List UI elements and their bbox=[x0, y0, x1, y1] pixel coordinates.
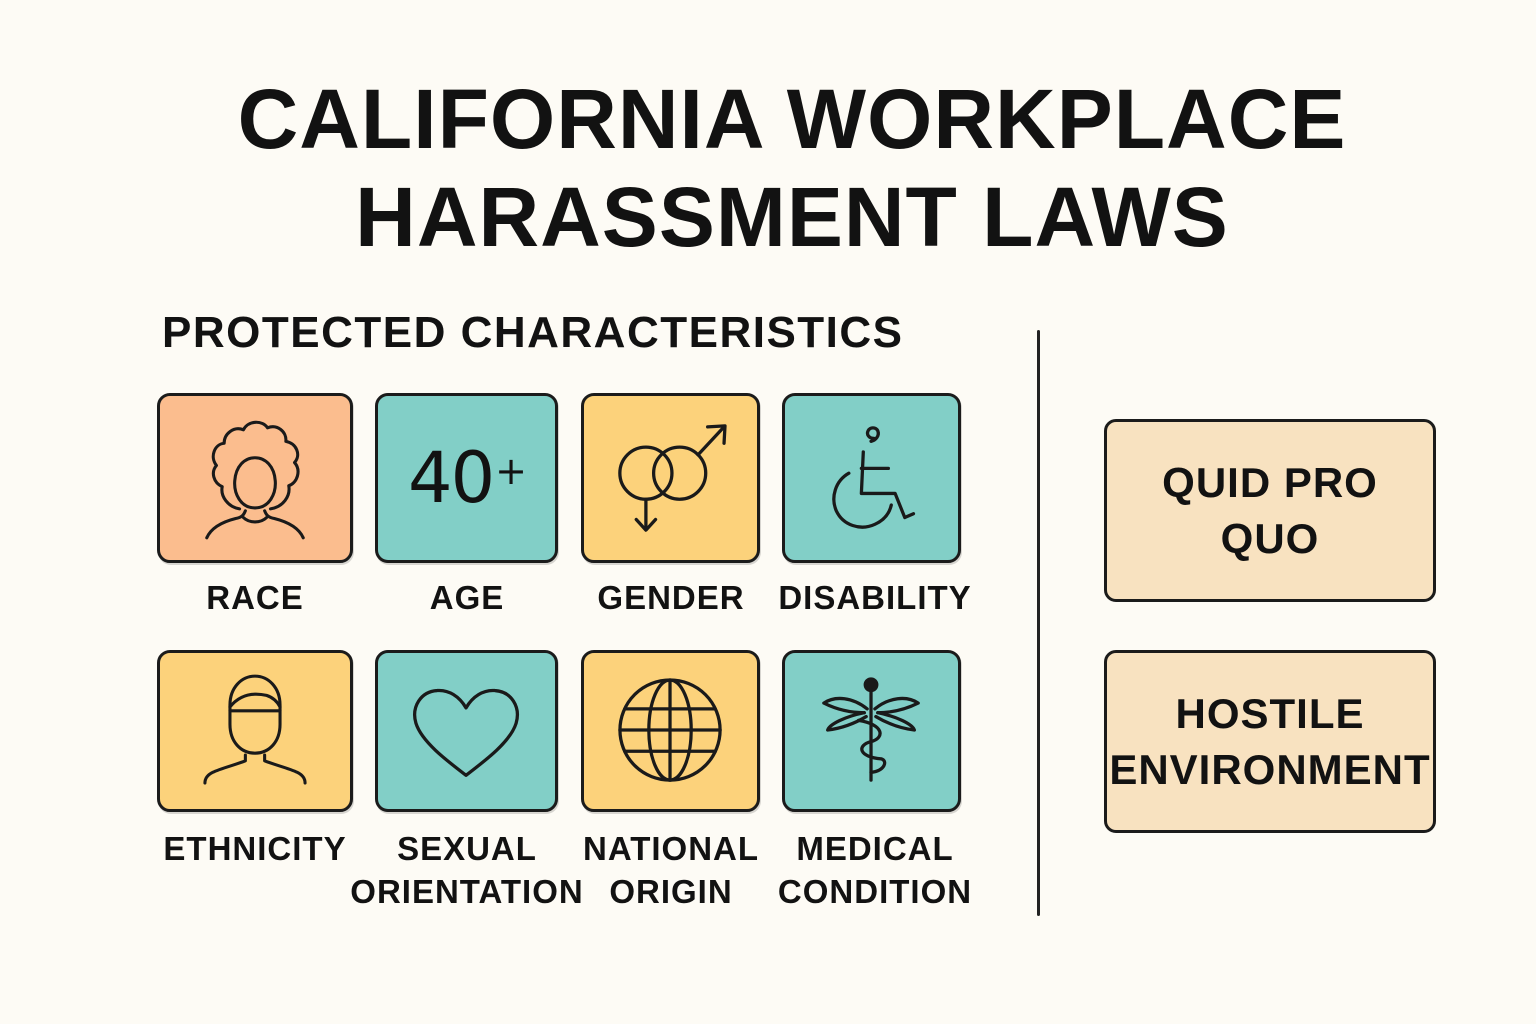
medical-condition-label-line-1: MEDICAL bbox=[796, 830, 954, 867]
age-label: AGE bbox=[342, 576, 592, 619]
protected-characteristics-heading: PROTECTED CHARACTERISTICS bbox=[162, 308, 904, 357]
globe-icon bbox=[618, 678, 722, 782]
ethnicity-label-text: ETHNICITY bbox=[163, 830, 347, 867]
medical-condition-tile bbox=[782, 650, 961, 812]
national-origin-label-line-2: ORIGIN bbox=[609, 873, 733, 910]
age-tile: 40+ bbox=[375, 393, 558, 563]
quid-pro-quo-box: QUID PRO QUO bbox=[1104, 419, 1436, 602]
age-label-text: AGE bbox=[429, 579, 505, 616]
race-label: RACE bbox=[130, 576, 380, 619]
disability-label-text: DISABILITY bbox=[778, 579, 972, 616]
gender-tile bbox=[581, 393, 760, 563]
hostile-environment-box: HOSTILE ENVIRONMENT bbox=[1104, 650, 1436, 833]
person-icon bbox=[203, 674, 307, 785]
national-origin-tile bbox=[581, 650, 760, 812]
gender-symbols-icon bbox=[618, 424, 727, 532]
gender-label-text: GENDER bbox=[597, 579, 745, 616]
wheelchair-icon bbox=[832, 426, 916, 529]
age-40-plus-icon: 40+ bbox=[378, 437, 555, 519]
title-line-1: CALIFORNIA WORKPLACE bbox=[237, 72, 1347, 166]
caduceus-icon bbox=[822, 677, 920, 782]
national-origin-label-line-1: NATIONAL bbox=[582, 830, 760, 867]
quid-pro-quo-line-2: QUO bbox=[1220, 514, 1320, 562]
sexual-orientation-tile bbox=[375, 650, 558, 812]
race-tile bbox=[157, 393, 353, 563]
race-label-text: RACE bbox=[206, 579, 304, 616]
ethnicity-label: ETHNICITY bbox=[130, 827, 380, 870]
age-plus-sign: + bbox=[495, 449, 527, 493]
heart-icon bbox=[413, 688, 519, 777]
ethnicity-tile bbox=[157, 650, 353, 812]
page-title: CALIFORNIA WORKPLACE HARASSMENT LAWS bbox=[0, 70, 1536, 266]
hostile-environment-line-2: ENVIRONMENT bbox=[1109, 745, 1431, 793]
gender-label: GENDER bbox=[546, 576, 796, 619]
hostile-environment-text: HOSTILE ENVIRONMENT bbox=[1109, 686, 1430, 798]
sexual-orientation-label-line-2: ORIENTATION bbox=[350, 873, 584, 910]
disability-tile bbox=[782, 393, 961, 563]
national-origin-label: NATIONAL ORIGIN bbox=[546, 827, 796, 913]
medical-condition-label: MEDICAL CONDITION bbox=[750, 827, 1000, 913]
hostile-environment-line-1: HOSTILE bbox=[1175, 689, 1365, 737]
sexual-orientation-label: SEXUAL ORIENTATION bbox=[342, 827, 592, 913]
disability-label: DISABILITY bbox=[750, 576, 1000, 619]
section-divider bbox=[1037, 330, 1040, 916]
sexual-orientation-label-line-1: SEXUAL bbox=[397, 830, 537, 867]
age-number: 40 bbox=[408, 437, 495, 519]
quid-pro-quo-line-1: QUID PRO bbox=[1162, 458, 1378, 506]
curly-hair-person-icon bbox=[205, 420, 305, 540]
medical-condition-label-line-2: CONDITION bbox=[777, 873, 973, 910]
title-line-2: HARASSMENT LAWS bbox=[355, 170, 1229, 264]
quid-pro-quo-text: QUID PRO QUO bbox=[1162, 455, 1378, 567]
